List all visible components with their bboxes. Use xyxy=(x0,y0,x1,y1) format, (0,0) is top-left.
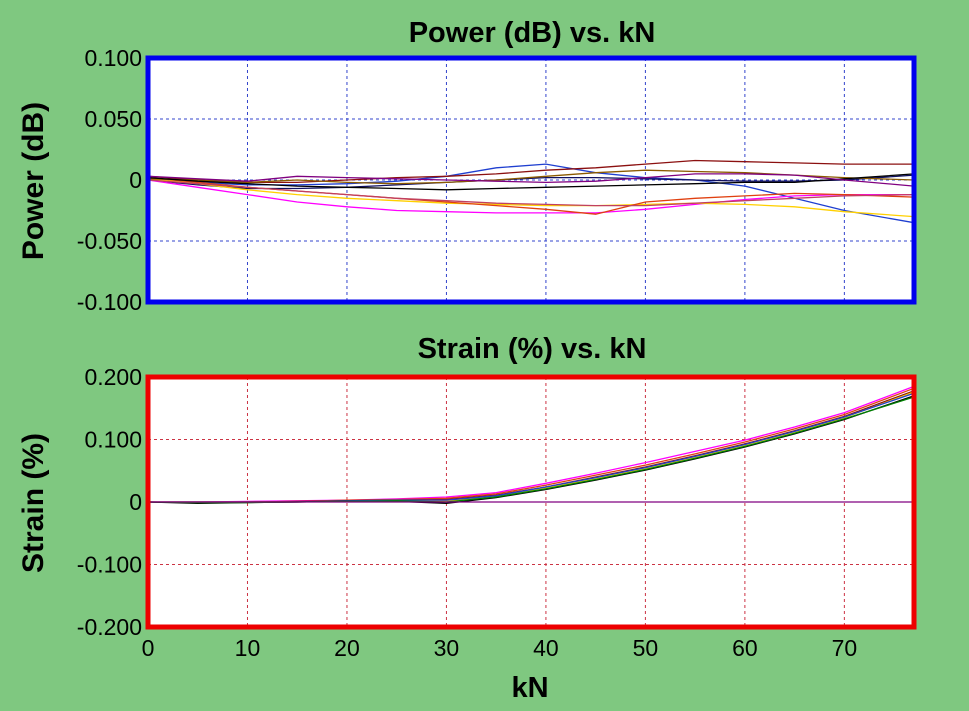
power-series-line-4 xyxy=(147,179,914,214)
strain-x-tick-label: 20 xyxy=(334,635,360,661)
power-y-axis-label: Power (dB) xyxy=(17,102,50,260)
power-series-line-9 xyxy=(147,173,915,187)
power-series-line-10 xyxy=(147,179,915,207)
strain-x-tick-label: 0 xyxy=(142,635,155,661)
power-y-tick-label: 0.100 xyxy=(84,45,142,71)
x-axis-label: kN xyxy=(511,672,548,704)
strain-x-tick-label: 50 xyxy=(633,635,659,661)
power-plot-frame xyxy=(145,55,917,305)
power-y-tick-label: -0.050 xyxy=(77,228,142,254)
power-series-line-8 xyxy=(147,173,915,191)
strain-y-axis-label: Strain (%) xyxy=(17,433,50,573)
strain-y-tick-label: 0.100 xyxy=(84,427,142,453)
strain-y-tick-label: 0 xyxy=(129,489,142,515)
strain-plot-frame xyxy=(145,374,917,630)
power-series-line-2 xyxy=(147,159,914,184)
strain-chart-title: Strain (%) vs. kN xyxy=(418,333,647,365)
strain-x-tick-label: 60 xyxy=(732,635,758,661)
power-y-tick-label: 0.050 xyxy=(84,106,142,132)
strain-plot: -0.200 -0.100 0 0.100 0.200 0 10 20 30 40 50 60 70 xyxy=(77,364,917,661)
strain-y-tick-label: -0.200 xyxy=(77,614,142,640)
power-y-tick-label: -0.100 xyxy=(77,289,142,315)
strain-x-tick-label: 10 xyxy=(235,635,261,661)
power-series-line-5 xyxy=(147,178,915,218)
power-chart-title: Power (dB) vs. kN xyxy=(409,17,656,49)
strain-x-tick-label: 30 xyxy=(434,635,460,661)
strain-x-tick-label: 40 xyxy=(533,635,559,661)
strain-y-tick-label: -0.100 xyxy=(77,552,142,578)
power-y-tick-label: 0 xyxy=(129,167,142,193)
strain-y-tick-label: 0.200 xyxy=(84,364,142,390)
power-plot: -0.100 -0.050 0 0.050 0.100 xyxy=(77,45,917,315)
strain-x-tick-label: 70 xyxy=(832,635,858,661)
